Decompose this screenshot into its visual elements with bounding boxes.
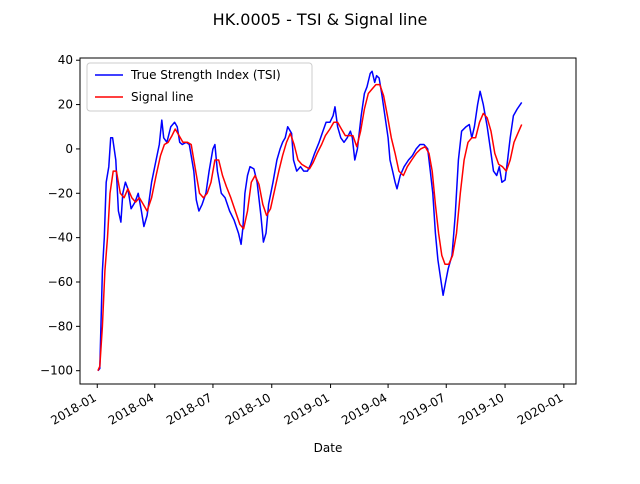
x-axis-label: Date — [314, 441, 343, 455]
chart-title: HK.0005 - TSI & Signal line — [213, 10, 428, 29]
series-line-tsi — [97, 70, 523, 372]
y-tick-label: −100 — [40, 364, 73, 378]
y-tick-label: 0 — [65, 142, 73, 156]
y-tick-label: −80 — [48, 319, 73, 333]
legend: True Strength Index (TSI) Signal line — [86, 62, 313, 112]
y-tick-label: −60 — [48, 275, 73, 289]
legend-box — [86, 62, 313, 112]
legend-label-signal: Signal line — [131, 90, 193, 104]
y-tick-label: −40 — [48, 231, 73, 245]
axes-frame — [79, 57, 577, 385]
legend-label-tsi: True Strength Index (TSI) — [130, 68, 281, 82]
plot-area — [97, 70, 523, 372]
y-tick-label: −20 — [48, 186, 73, 200]
series-line-signal — [97, 83, 523, 371]
y-tick-label: 20 — [58, 98, 73, 112]
y-tick-label: 40 — [58, 53, 73, 67]
